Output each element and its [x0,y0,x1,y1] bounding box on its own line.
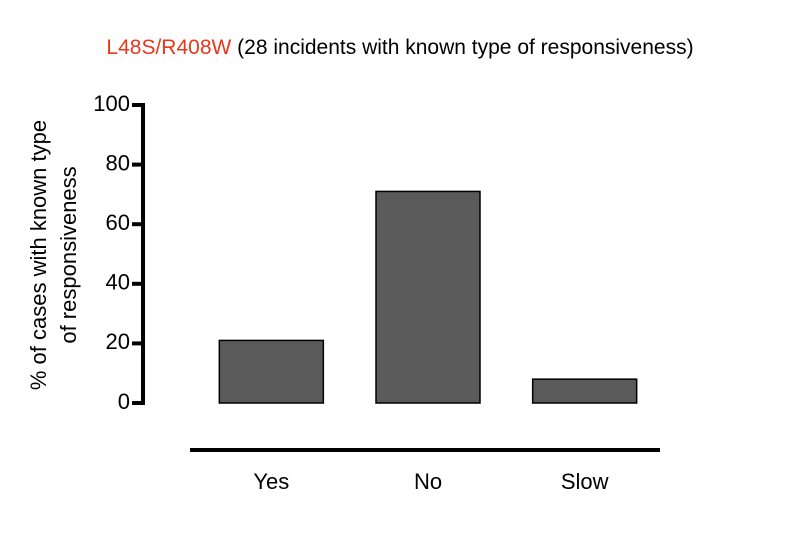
x-tick-label: No [414,469,442,494]
y-label-line: of responsiveness [56,166,81,343]
chart-title: L48S/R408W (28 incidents with known type… [106,36,693,59]
bar [531,378,638,404]
bar [218,339,325,404]
y-tick-label: 40 [106,270,130,295]
bar [375,190,481,404]
y-label: % of cases with known type of responsive… [26,120,81,390]
x-tick-label: Yes [253,469,289,494]
title-part: (28 incidents with known type of respons… [237,36,693,59]
y-tick-label: 20 [106,329,130,354]
x-tick-label: Slow [561,469,609,494]
y-tick-label: 100 [93,91,130,116]
y-tick-label: 60 [106,210,130,235]
title-part: L48S/R408W [106,36,231,59]
y-tick-label: 0 [118,389,130,414]
y-tick-label: 80 [106,150,130,175]
y-label-line: % of cases with known type [26,120,51,390]
